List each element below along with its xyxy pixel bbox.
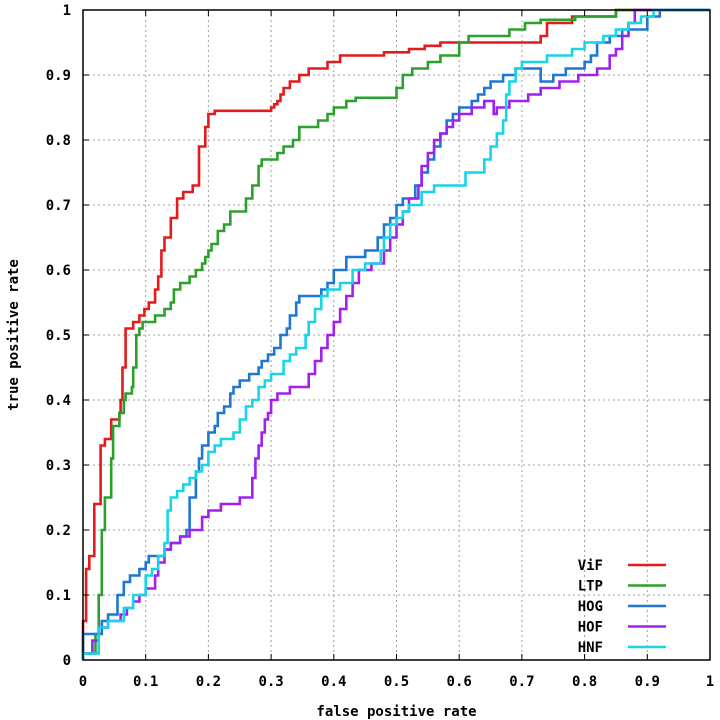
x-tick-label: 0.7	[509, 674, 534, 690]
y-axis-ticks: 0 0.1 0.2 0.3 0.4 0.5 0.6 0.7 0.8 0.9 1	[46, 3, 710, 669]
series-line-hof	[81, 8, 710, 660]
x-tick-label: 0.1	[133, 674, 158, 690]
legend-label-vif: ViF	[578, 558, 603, 574]
x-tick-label: 0.5	[384, 674, 409, 690]
y-tick-label: 0.4	[46, 393, 71, 409]
x-tick-label: 0.3	[258, 674, 283, 690]
x-tick-label: 0	[79, 674, 87, 690]
y-tick-label: 0	[63, 653, 71, 669]
roc-curves	[81, 8, 710, 660]
y-tick-label: 0.5	[46, 328, 71, 344]
y-tick-label: 0.6	[46, 263, 71, 279]
legend-label-ltp: LTP	[578, 579, 603, 595]
x-axis-title: false positive rate	[316, 704, 476, 720]
y-axis-title: true positive rate	[6, 259, 22, 411]
y-tick-label: 0.1	[46, 588, 71, 604]
y-tick-label: 0.2	[46, 523, 71, 539]
y-tick-label: 1	[63, 3, 71, 19]
x-tick-label: 0.8	[572, 674, 597, 690]
series-line-hnf	[81, 8, 710, 660]
x-tick-label: 0.9	[635, 674, 660, 690]
legend-label-hog: HOG	[578, 599, 603, 615]
legend-label-hnf: HNF	[578, 640, 603, 656]
x-tick-label: 0.6	[447, 674, 472, 690]
x-tick-label: 1	[706, 674, 714, 690]
x-tick-label: 0.2	[196, 674, 221, 690]
y-tick-label: 0.7	[46, 198, 71, 214]
grid-lines	[83, 10, 710, 660]
y-tick-label: 0.8	[46, 133, 71, 149]
y-tick-label: 0.9	[46, 68, 71, 84]
x-tick-label: 0.4	[321, 674, 346, 690]
y-tick-label: 0.3	[46, 458, 71, 474]
series-line-ltp	[81, 8, 710, 660]
legend: ViF LTP HOG HOF HNF	[578, 558, 666, 656]
x-axis-ticks: 0 0.1 0.2 0.3 0.4 0.5 0.6 0.7 0.8 0.9 1	[79, 10, 714, 690]
legend-label-hof: HOF	[578, 620, 603, 636]
